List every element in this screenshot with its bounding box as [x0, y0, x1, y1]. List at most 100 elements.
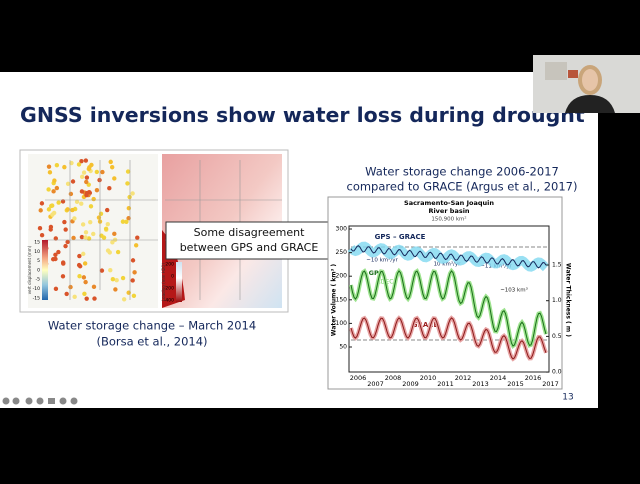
map-dot: [77, 253, 82, 259]
colorbar-tick: -200: [164, 286, 174, 292]
slide-number: 13: [562, 393, 573, 403]
map-dot: [92, 296, 97, 301]
map-dot: [77, 274, 82, 279]
map-dot: [91, 231, 96, 237]
x-tick-label: 2009: [402, 380, 419, 388]
x-tick-label: 2013: [472, 380, 489, 388]
map-dot: [108, 268, 113, 273]
map-dot: [68, 284, 73, 290]
map-dot: [100, 169, 105, 175]
colorbar-tick: 15: [34, 240, 40, 246]
map-dot: [81, 275, 87, 280]
map-dot: [37, 226, 43, 231]
map-dot: [99, 268, 105, 273]
map-dot: [91, 284, 97, 290]
map-dot: [53, 252, 58, 257]
map-dot: [99, 233, 104, 238]
map-dot: [50, 257, 56, 262]
rate-label: ~10 km³/yr: [366, 257, 398, 264]
x-tick-label: 2008: [385, 374, 402, 382]
callout-text: Some disagreement: [194, 226, 305, 239]
map-dot: [87, 189, 92, 195]
map-dot: [130, 258, 136, 263]
map-dot: [76, 162, 82, 167]
map-dot: [88, 204, 94, 209]
map-dot: [84, 192, 89, 198]
grace-line: [350, 317, 547, 360]
map-dot: [112, 176, 117, 181]
next-button[interactable]: [12, 397, 20, 405]
map-dot: [82, 291, 87, 296]
map-dot: [126, 215, 131, 221]
x-tick-label: 2012: [455, 374, 472, 382]
map-dot: [62, 219, 67, 225]
map-dot: [120, 219, 126, 224]
pen-button[interactable]: [25, 397, 33, 405]
series-label: GPS: [369, 269, 384, 277]
colorbar-tick: 10: [34, 249, 40, 255]
map-dot: [79, 158, 84, 164]
map-dot: [124, 219, 129, 224]
map-dot: [130, 278, 135, 283]
map-dot: [54, 185, 60, 191]
map-dot: [71, 235, 76, 241]
plot-subtitle: 150,900 km²: [431, 216, 466, 223]
y-tick-label: 300: [336, 226, 348, 233]
colorbar-tick: -15: [33, 295, 40, 301]
toolbar[interactable]: [2, 397, 78, 405]
map-dot: [135, 235, 140, 240]
map-dot: [94, 169, 100, 175]
more-button[interactable]: [70, 397, 78, 405]
map-dot: [83, 230, 89, 235]
caption: (Borsa et al., 2014): [96, 335, 207, 349]
captions-button[interactable]: [59, 397, 67, 405]
x-tick-label: 2006: [350, 374, 367, 382]
map-dot: [53, 236, 58, 241]
series-label: GRACE: [412, 321, 439, 329]
x-tick-label: 2014: [490, 374, 507, 382]
webcam: [533, 55, 640, 113]
y2-tick-label: 0.0: [552, 369, 562, 376]
map-dot: [115, 249, 121, 255]
map-dot: [83, 235, 88, 240]
map-dot: [79, 189, 85, 194]
map-dot: [132, 270, 137, 275]
y2-tick-label: 1.5: [552, 262, 562, 269]
plot-image: Sacramento-San Joaquin River basin 150,9…: [327, 196, 572, 390]
map-dot: [63, 243, 68, 249]
caption: Water storage change – March 2014: [48, 319, 256, 333]
map-dot: [60, 260, 66, 265]
map-dot: [38, 208, 43, 213]
zoom-button[interactable]: [36, 397, 44, 405]
diff-line: [350, 245, 547, 269]
map-dot: [89, 162, 94, 168]
gps-line: [350, 270, 547, 347]
y2-tick-label: 0.5: [552, 333, 562, 340]
map-dot: [62, 164, 67, 170]
map-dot: [74, 199, 80, 205]
map-dot: [133, 243, 139, 248]
view-button[interactable]: [48, 398, 55, 404]
colorbar-tick: 200: [165, 262, 174, 268]
map-dot: [65, 181, 71, 187]
map-dot: [70, 207, 75, 213]
map-dot: [114, 277, 119, 283]
map-dot: [94, 187, 100, 193]
map-dot: [76, 262, 82, 268]
map-dot: [51, 189, 56, 194]
map-dot: [56, 200, 61, 205]
map-dot: [81, 251, 86, 257]
map-dot: [80, 222, 86, 227]
map-dot: [63, 227, 68, 232]
x-tick-label: 2017: [542, 380, 559, 388]
map-dot: [104, 207, 110, 213]
prev-button[interactable]: [2, 397, 10, 405]
colorbar-tick: -400: [164, 298, 174, 304]
map-dot: [68, 191, 74, 197]
map-dot: [65, 239, 70, 245]
map-dot: [83, 279, 88, 285]
map-dot: [81, 170, 87, 175]
y-tick-label: 50: [339, 344, 347, 351]
map-dot: [130, 191, 135, 196]
x-tick-label: 2011: [437, 380, 454, 388]
